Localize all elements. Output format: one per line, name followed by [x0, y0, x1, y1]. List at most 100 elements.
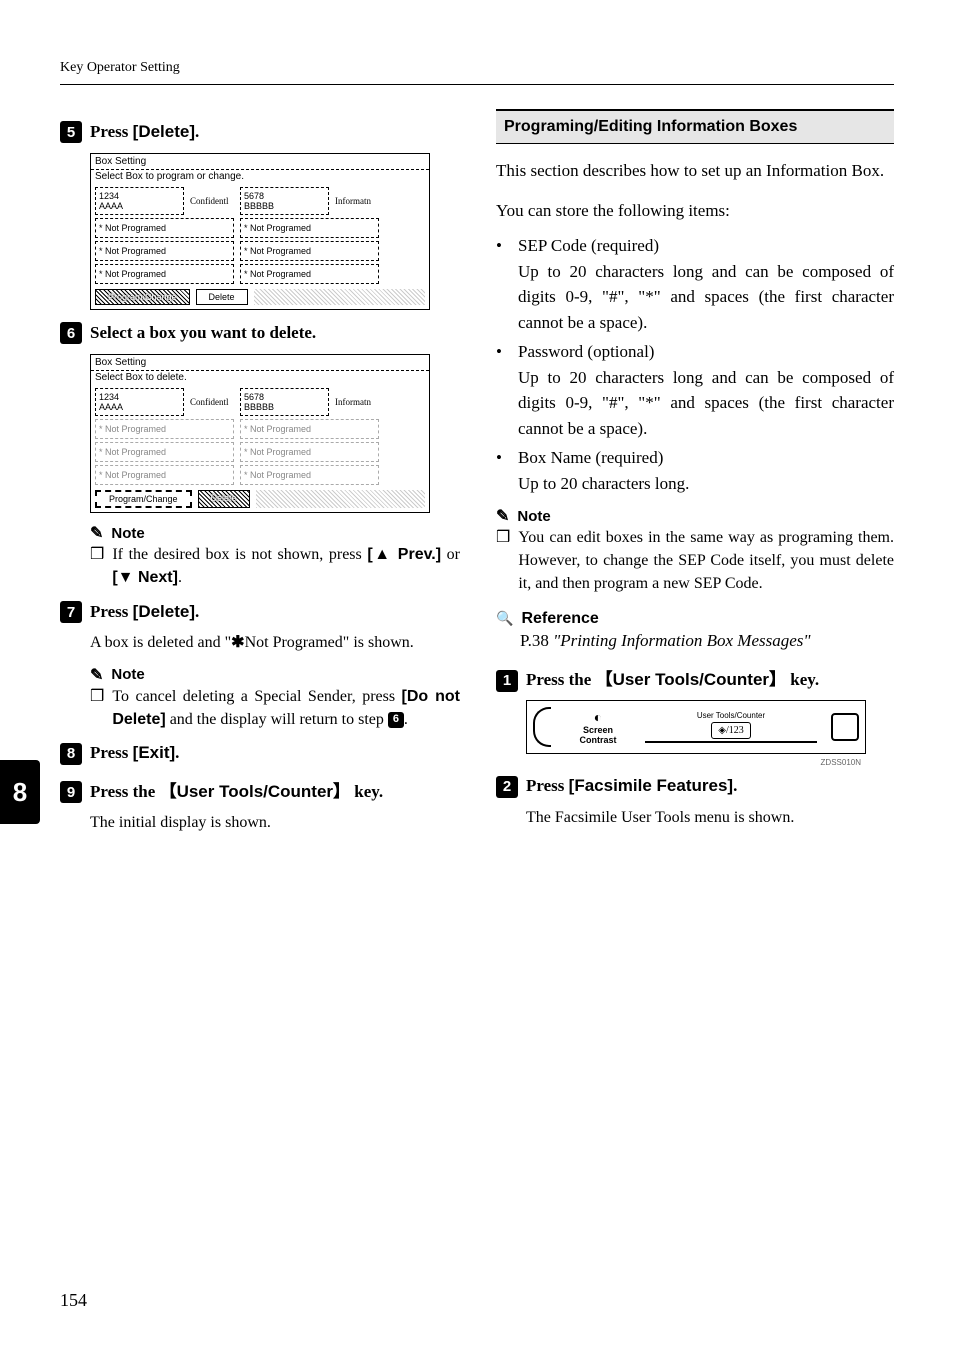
star-icon: ✱ [231, 634, 244, 651]
step-number-5: 5 [60, 121, 82, 143]
note-1-body: ❒ If the desired box is not shown, press… [90, 543, 460, 589]
note-2-a: To cancel deleting a Special Sender, pre… [112, 688, 401, 705]
scr1-program-change-button[interactable]: Program/Change [95, 289, 190, 305]
step-7-body-b: Not Programed" is shown. [245, 634, 414, 651]
step-8-text: Press [Exit]. [90, 743, 179, 763]
scr1-delete-button[interactable]: Delete [196, 289, 248, 305]
scr2-tag-right: Informatn [335, 397, 379, 407]
note-bullet-icon: ❒ [90, 685, 104, 731]
delete-button-label: [Delete] [133, 122, 195, 141]
step-r2-body: The Facsimile User Tools menu is shown. [526, 806, 894, 829]
step-6: 6 Select a box you want to delete. [60, 322, 460, 344]
scr2-cell-l1: * Not Programed [95, 419, 234, 439]
step-5-post: . [195, 122, 199, 141]
scr1-tag-left: Confidentl [190, 196, 234, 206]
bullet-0-body: Up to 20 characters long and can be comp… [518, 262, 894, 332]
pencil-icon [90, 523, 105, 543]
note-bullet-icon: ❒ [90, 543, 104, 589]
reference-label: Reference [521, 610, 598, 628]
step-5-text: Press [Delete]. [90, 122, 199, 142]
user-tools-counter-key-label: User Tools/Counter [177, 782, 333, 801]
scr1-cell-l0: 1234AAAA [95, 187, 184, 215]
bullet-2-head: Box Name (required) [518, 448, 663, 467]
intro-para-1: This section describes how to set up an … [496, 158, 894, 184]
step-8-pre: Press [90, 743, 133, 762]
left-bracket-icon: 【 [160, 782, 177, 801]
prev-button-label: [▲ Prev.] [367, 546, 441, 563]
reference-head: Reference [496, 610, 894, 628]
bullet-icon: • [496, 233, 508, 335]
scr2-delete-button[interactable]: Delete [198, 490, 250, 508]
note-2-b: and the display will return to step [166, 711, 388, 728]
right-bracket-icon: 】 [333, 782, 350, 801]
bullet-1-body: Up to 20 characters long and can be comp… [518, 368, 894, 438]
note-2-label: Note [111, 666, 144, 683]
step-9-text: Press the 【User Tools/Counter】 key. [90, 777, 383, 802]
scr2-program-change-button[interactable]: Program/Change [95, 490, 192, 508]
step-9: 9 Press the 【User Tools/Counter】 key. [60, 777, 460, 804]
blank-key-icon [831, 713, 859, 741]
step-7: 7 Press [Delete]. [60, 601, 460, 623]
bullet-box-name: • Box Name (required) Up to 20 character… [496, 445, 894, 496]
page-number: 154 [60, 1290, 87, 1311]
bullet-1-head: Password (optional) [518, 342, 654, 361]
scr2-subtitle: Select Box to delete. [91, 371, 429, 386]
note-1-label: Note [111, 525, 144, 542]
step-ref-6: 6 [388, 712, 404, 728]
scr1-title: Box Setting [91, 154, 429, 170]
scr2-title: Box Setting [91, 355, 429, 371]
user-tools-counter-button[interactable]: ◈/123 [711, 722, 750, 739]
bullet-2-body: Up to 20 characters long. [518, 474, 689, 493]
note-1-pre: If the desired box is not shown, press [112, 546, 367, 563]
right-bracket-icon: 】 [769, 670, 786, 689]
item-bullet-list: • SEP Code (required) Up to 20 character… [496, 233, 894, 496]
section-label: Key Operator Setting [60, 60, 894, 76]
note-r-body: ❒ You can edit boxes in the same way as … [496, 526, 894, 596]
facsimile-features-button-label: [Facsimile Features] [569, 776, 733, 795]
scr2-cell-r0: 5678BBBBB [240, 388, 329, 416]
left-bracket-icon: 【 [596, 670, 613, 689]
scr1-tag-right: Informatn [335, 196, 379, 206]
box-setting-screenshot-2: Box Setting Select Box to delete. 1234AA… [90, 354, 430, 513]
delete-button-label-2: [Delete] [133, 602, 195, 621]
step-7-post: . [195, 602, 199, 621]
scr1-cell-l1: * Not Programed [95, 218, 234, 238]
scr1-cell-r2: * Not Programed [240, 241, 379, 261]
step-r1-post: key. [786, 670, 819, 689]
scr1-subtitle: Select Box to program or change. [91, 170, 429, 185]
scr1-cell-l2: * Not Programed [95, 241, 234, 261]
reference-body: P.38 "Printing Information Box Messages" [520, 628, 894, 654]
scr2-cell-l2: * Not Programed [95, 442, 234, 462]
box-setting-screenshot-1: Box Setting Select Box to program or cha… [90, 153, 430, 310]
step-5-pre: Press [90, 122, 133, 141]
step-8: 8 Press [Exit]. [60, 743, 460, 765]
note-1-post: . [178, 569, 182, 586]
scr2-cell-l3: * Not Programed [95, 465, 234, 485]
note-2-head: Note [90, 665, 460, 685]
step-r2-post: . [733, 776, 737, 795]
note-2-body: ❒ To cancel deleting a Special Sender, p… [90, 685, 460, 731]
bullet-sep-code: • SEP Code (required) Up to 20 character… [496, 233, 894, 335]
chapter-tab: 8 [0, 760, 40, 824]
note-r-label: Note [517, 508, 550, 525]
scr2-cell-l0: 1234AAAA [95, 388, 184, 416]
step-number-7: 7 [60, 601, 82, 623]
note-1-or: or [441, 546, 460, 563]
pencil-icon [90, 665, 105, 685]
note-1-head: Note [90, 523, 460, 543]
user-tools-counter-key-label: User Tools/Counter [613, 670, 769, 689]
bullet-icon: • [496, 339, 508, 441]
kp-label: User Tools/Counter [697, 711, 765, 720]
scr2-cell-r3: * Not Programed [240, 465, 379, 485]
step-r1-text: Press the 【User Tools/Counter】 key. [526, 665, 819, 690]
right-column: Programing/Editing Information Boxes Thi… [496, 109, 894, 835]
step-number-6: 6 [60, 322, 82, 344]
scr2-cell-r2: * Not Programed [240, 442, 379, 462]
next-button-label: [▼ Next] [112, 569, 178, 586]
screen-contrast-icon: ◐ Screen Contrast [565, 709, 631, 745]
bullet-icon: • [496, 445, 508, 496]
step-7-pre: Press [90, 602, 133, 621]
note-r-text: You can edit boxes in the same way as pr… [518, 526, 894, 596]
top-rule [60, 84, 894, 85]
left-column: 5 Press [Delete]. Box Setting Select Box… [60, 109, 460, 835]
